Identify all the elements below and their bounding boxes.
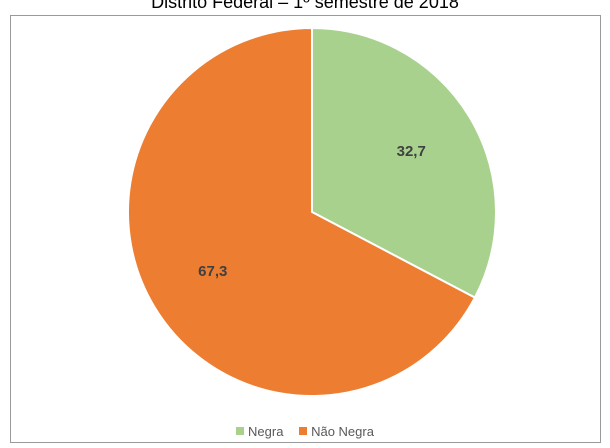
pie-slices	[127, 26, 498, 397]
pie-slice-negra	[311, 26, 498, 299]
legend-item-nao-negra: Não Negra	[299, 424, 374, 439]
data-label-nao-negra: 67,3	[198, 263, 227, 280]
chart-title: Distrito Federal – 1º semestre de 2018	[151, 0, 459, 12]
legend-label-negra: Negra	[248, 423, 284, 439]
data-label-negra: 32,7	[397, 143, 426, 160]
legend-label-nao-negra: Não Negra	[311, 423, 374, 439]
pie-data-labels: 32,7 67,3	[198, 143, 426, 280]
legend-item-negra: Negra	[236, 424, 283, 439]
legend-swatch-nao-negra	[299, 427, 308, 435]
legend: Negra Não Negra	[0, 423, 610, 439]
legend-swatch-negra	[236, 427, 245, 435]
pie-slice-nao-negra	[127, 26, 477, 397]
